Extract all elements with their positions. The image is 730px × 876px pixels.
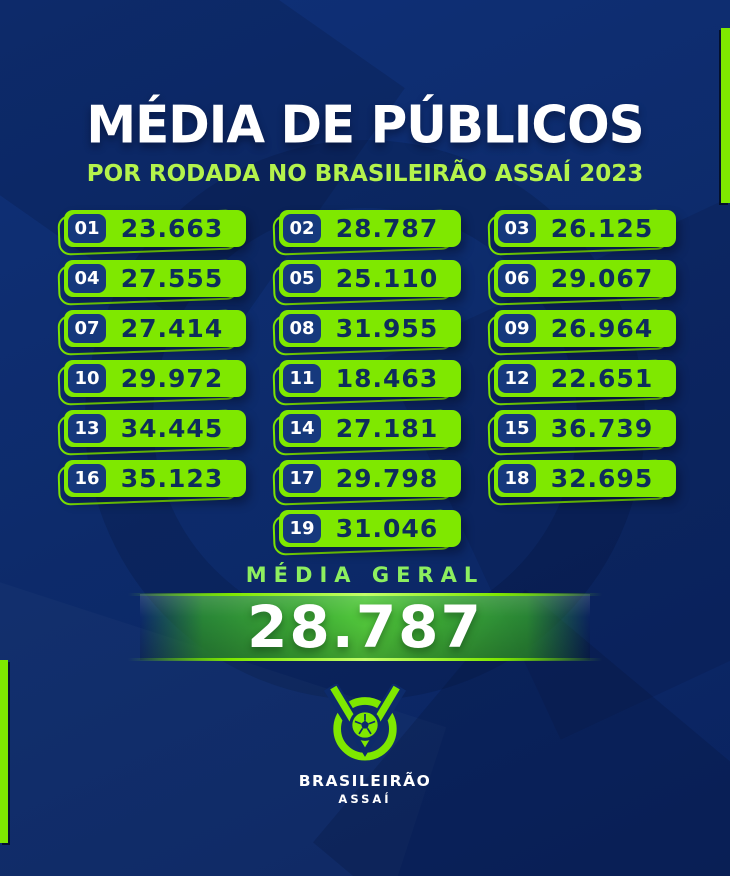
round-number: 17 — [283, 464, 321, 493]
round-attendance-item: 12 22.651 — [494, 360, 676, 397]
round-number: 06 — [498, 264, 536, 293]
round-value: 32.695 — [550, 464, 654, 493]
brasileirao-assai-logo: BRASILEIRÃO ASSAÍ — [0, 684, 730, 806]
round-number: 05 — [283, 264, 321, 293]
round-value: 31.046 — [335, 514, 439, 543]
brasileirao-crest-icon — [323, 684, 407, 761]
round-value: 36.739 — [550, 414, 654, 443]
round-number: 10 — [68, 364, 106, 393]
overall-average-value: 28.787 — [247, 593, 483, 661]
round-pill: 02 28.787 — [279, 210, 461, 247]
page-title: MÉDIA DE PÚBLICOS — [86, 94, 644, 156]
page-subtitle: POR RODADA NO BRASILEIRÃO ASSAÍ 2023 — [86, 161, 644, 187]
round-value: 26.964 — [550, 314, 654, 343]
round-pill: 04 27.555 — [64, 260, 246, 297]
round-number: 15 — [498, 414, 536, 443]
round-pill: 10 29.972 — [64, 360, 246, 397]
round-pill: 12 22.651 — [494, 360, 676, 397]
round-attendance-item: 10 29.972 — [64, 360, 246, 397]
round-number: 07 — [68, 314, 106, 343]
round-number: 03 — [498, 214, 536, 243]
round-attendance-item: 09 26.964 — [494, 310, 676, 347]
logo-text-assai: ASSAÍ — [338, 792, 392, 806]
round-number: 09 — [498, 314, 536, 343]
round-value: 29.972 — [120, 364, 224, 393]
round-number: 18 — [498, 464, 536, 493]
round-pill: 09 26.964 — [494, 310, 676, 347]
right-edge-accent-bar — [721, 28, 730, 203]
round-pill: 03 26.125 — [494, 210, 676, 247]
round-value: 22.651 — [550, 364, 654, 393]
round-number: 12 — [498, 364, 536, 393]
round-attendance-item: 19 31.046 — [279, 510, 461, 547]
round-number: 08 — [283, 314, 321, 343]
overall-average-band: 28.787 — [128, 593, 602, 661]
round-value: 28.787 — [335, 214, 439, 243]
round-pill: 08 31.955 — [279, 310, 461, 347]
round-attendance-item: 14 27.181 — [279, 410, 461, 447]
round-attendance-item: 18 32.695 — [494, 460, 676, 497]
round-value: 34.445 — [120, 414, 224, 443]
rounds-grid: 01 23.663 02 28.787 03 26.125 04 27.555 … — [64, 210, 676, 547]
round-number: 14 — [283, 414, 321, 443]
round-attendance-item: 07 27.414 — [64, 310, 246, 347]
round-pill: 15 36.739 — [494, 410, 676, 447]
round-pill: 11 18.463 — [279, 360, 461, 397]
round-value: 25.110 — [335, 264, 439, 293]
round-pill: 05 25.110 — [279, 260, 461, 297]
round-attendance-item: 13 34.445 — [64, 410, 246, 447]
round-number: 16 — [68, 464, 106, 493]
round-attendance-item: 04 27.555 — [64, 260, 246, 297]
round-number: 19 — [283, 514, 321, 543]
round-pill: 06 29.067 — [494, 260, 676, 297]
round-attendance-item: 15 36.739 — [494, 410, 676, 447]
round-value: 29.067 — [550, 264, 654, 293]
round-value: 31.955 — [335, 314, 439, 343]
round-value: 35.123 — [120, 464, 224, 493]
round-attendance-item: 06 29.067 — [494, 260, 676, 297]
round-value: 26.125 — [550, 214, 654, 243]
round-pill: 19 31.046 — [279, 510, 461, 547]
round-value: 27.555 — [120, 264, 224, 293]
round-value: 29.798 — [335, 464, 439, 493]
round-pill: 17 29.798 — [279, 460, 461, 497]
round-pill: 07 27.414 — [64, 310, 246, 347]
round-number: 13 — [68, 414, 106, 443]
round-pill: 16 35.123 — [64, 460, 246, 497]
round-pill: 18 32.695 — [494, 460, 676, 497]
round-attendance-item: 08 31.955 — [279, 310, 461, 347]
round-attendance-item: 16 35.123 — [64, 460, 246, 497]
logo-text-brasileirao: BRASILEIRÃO — [298, 772, 432, 790]
round-attendance-item: 17 29.798 — [279, 460, 461, 497]
round-pill: 13 34.445 — [64, 410, 246, 447]
round-number: 01 — [68, 214, 106, 243]
round-number: 11 — [283, 364, 321, 393]
round-pill: 01 23.663 — [64, 210, 246, 247]
round-attendance-item: 05 25.110 — [279, 260, 461, 297]
round-number: 02 — [283, 214, 321, 243]
round-attendance-item: 11 18.463 — [279, 360, 461, 397]
round-value: 27.181 — [335, 414, 439, 443]
round-attendance-item: 02 28.787 — [279, 210, 461, 247]
round-pill: 14 27.181 — [279, 410, 461, 447]
round-value: 23.663 — [120, 214, 224, 243]
round-value: 27.414 — [120, 314, 224, 343]
round-attendance-item: 01 23.663 — [64, 210, 246, 247]
round-number: 04 — [68, 264, 106, 293]
round-attendance-item: 03 26.125 — [494, 210, 676, 247]
left-edge-accent-bar — [0, 660, 8, 843]
round-value: 18.463 — [335, 364, 439, 393]
overall-average-label: MÉDIA GERAL — [245, 563, 485, 587]
